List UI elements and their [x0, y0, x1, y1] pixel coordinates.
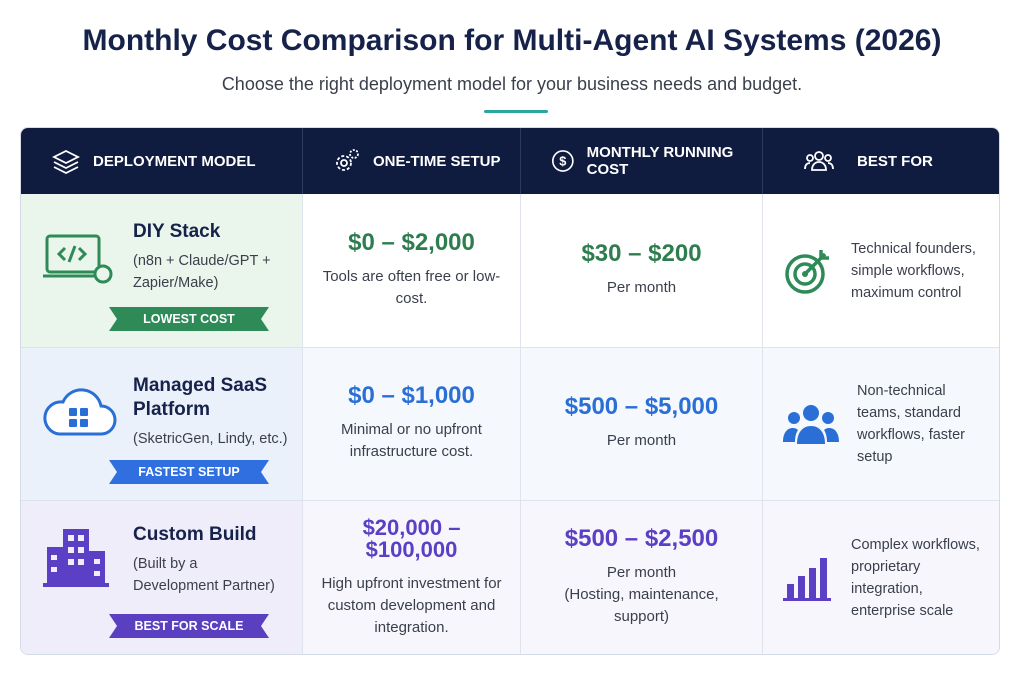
icon — [51, 149, 81, 174]
best-for-cell: Complex workflows, proprietary integrati… — [763, 501, 999, 654]
badge: LOWEST COST — [109, 307, 269, 331]
header-text: DEPLOYMENT MODEL — [93, 152, 256, 170]
setup-note: Tools are often free or low-cost. — [322, 267, 501, 307]
column-header: DEPLOYMENT MODEL — [21, 128, 303, 194]
monthly-note: Per month — [606, 563, 677, 581]
icon — [43, 388, 117, 436]
icon: $ — [552, 150, 574, 172]
icon — [336, 149, 359, 171]
column-header: BEST FOR — [763, 128, 999, 194]
header-text: BEST FOR — [857, 152, 933, 170]
monthly-cost: $500 – $5,000 — [564, 393, 719, 420]
best-for-text: Non-technical teams, standard workflows,… — [857, 383, 965, 465]
setup-cost: $0 – $1,000 — [348, 382, 475, 409]
header-text: MONTHLY RUNNING COST — [586, 144, 734, 178]
setup-cell: $0 – $2,000 Tools are often free or low-c… — [303, 194, 521, 348]
badge: BEST FOR SCALE — [109, 614, 269, 638]
subtitle: Choose the right deployment model for yo… — [221, 74, 803, 94]
table: DEPLOYMENT MODEL ONE-TIME SETUP $ MONTHLY… — [20, 127, 1000, 655]
model-name-text: Custom Build — [133, 524, 257, 545]
title: Monthly Cost Comparison for Multi-Agent … — [82, 24, 942, 57]
model-detail: (Built by a Development Partner) — [133, 556, 275, 594]
best-for-cell: Technical founders, simple workflows, ma… — [763, 194, 999, 348]
model-name: DIY Stack (n8n + Claude/GPT + Zapier/Make… — [133, 220, 293, 294]
monthly-cost: $500 – $2,500 — [564, 524, 719, 552]
icon — [783, 405, 839, 444]
svg-text:$: $ — [559, 154, 566, 169]
model-cell: Custom Build (Built by a Development Part… — [21, 501, 303, 654]
model-cell: Managed SaaS Platform (SketricGen, Lindy,… — [21, 348, 303, 501]
best-for-text: Complex workflows, proprietary integrati… — [851, 536, 980, 619]
model-detail: (SketricGen, Lindy, etc.) — [133, 431, 288, 447]
setup-cell: $0 – $1,000 Minimal or no upfront infrast… — [303, 348, 521, 501]
monthly-cost: $30 – $200 — [581, 239, 702, 267]
setup-cost: $0 – $2,000 — [348, 228, 475, 256]
model-name-text: Managed SaaS Platform — [133, 375, 268, 420]
icon — [43, 529, 109, 587]
setup-cell: $20,000 – $100,000 High upfront investmen… — [303, 501, 521, 654]
monthly-cell: $30 – $200 Per month — [521, 194, 763, 348]
icon — [783, 557, 831, 601]
badge: FASTEST SETUP — [109, 460, 269, 484]
best-for-text: Technical founders, simple workflows, ma… — [851, 240, 976, 301]
model-name: Managed SaaS Platform (SketricGen, Lindy,… — [133, 374, 293, 450]
icon — [785, 249, 829, 294]
column-header: $ MONTHLY RUNNING COST — [521, 128, 763, 194]
column-header: ONE-TIME SETUP — [303, 128, 521, 194]
monthly-cell: $500 – $5,000 Per month — [521, 348, 763, 501]
setup-note: Minimal or no upfront infrastructure cos… — [341, 421, 482, 460]
model-name: Custom Build (Built by a Development Part… — [133, 523, 293, 597]
monthly-note: Per month — [606, 278, 677, 296]
best-for-cell: Non-technical teams, standard workflows,… — [763, 348, 999, 501]
icon — [804, 151, 834, 171]
monthly-extra: (Hosting, maintenance, support) — [564, 585, 719, 625]
icon — [43, 234, 113, 284]
model-detail: (n8n + Claude/GPT + Zapier/Make) — [133, 253, 271, 291]
setup-cost: $20,000 – $100,000 — [362, 514, 461, 562]
monthly-cell: $500 – $2,500 Per month (Hosting, maintena… — [521, 501, 763, 654]
divider — [484, 110, 548, 113]
monthly-note: Per month — [606, 432, 677, 449]
model-name-text: DIY Stack — [133, 221, 221, 242]
model-cell: DIY Stack (n8n + Claude/GPT + Zapier/Make… — [21, 194, 303, 348]
header-text: ONE-TIME SETUP — [373, 152, 501, 170]
setup-note: High upfront investment for custom devel… — [321, 574, 502, 636]
